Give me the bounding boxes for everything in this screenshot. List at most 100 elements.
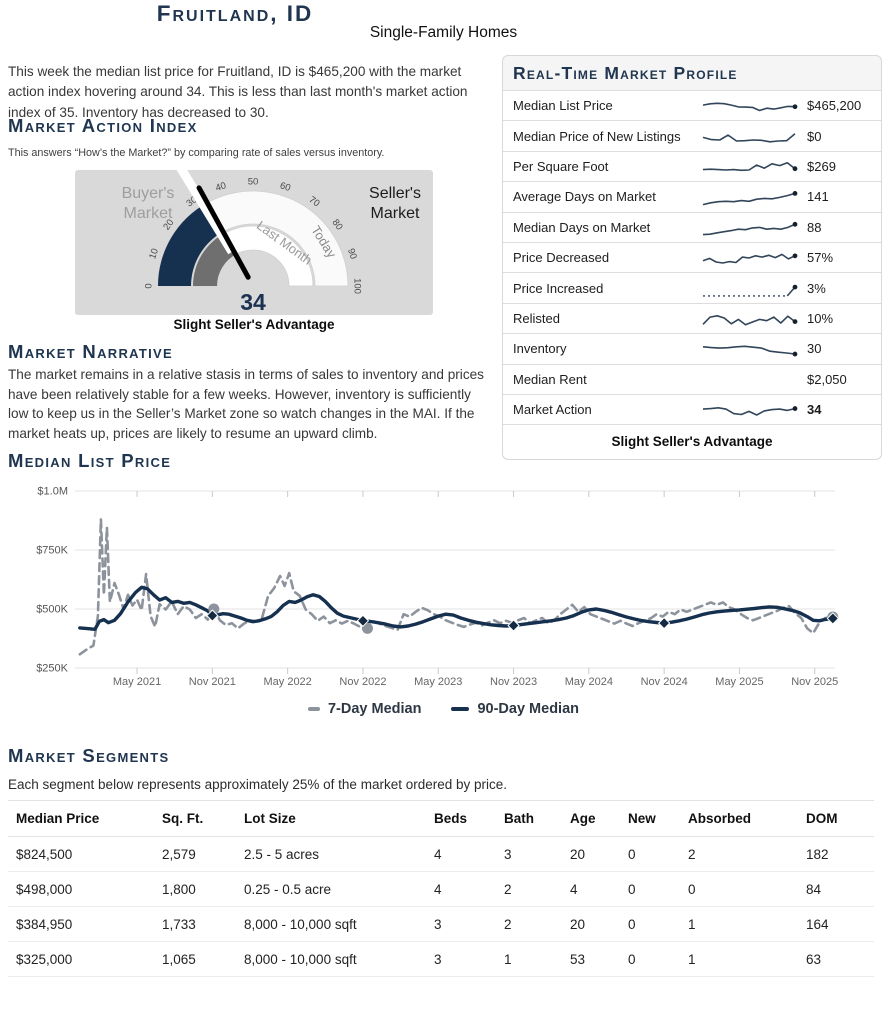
segments-cell: $498,000	[8, 871, 154, 907]
segments-column-header: Beds	[426, 800, 496, 837]
market-segments-heading: Market Segments	[8, 745, 170, 766]
profile-row-label: Price Increased	[513, 280, 604, 296]
median-list-price-heading: Median List Price	[8, 450, 172, 471]
profile-row: Market Action 34	[503, 395, 881, 426]
segments-cell: 0	[620, 941, 680, 977]
circle-marker	[361, 622, 373, 634]
profile-row-value: $0	[807, 128, 822, 144]
segments-cell: 2	[496, 871, 562, 907]
profile-row: Median Days on Market 88	[503, 213, 881, 243]
profile-row-value: 88	[807, 219, 822, 235]
diamond-marker	[657, 616, 671, 630]
sellers-market-label: Seller's Market	[369, 185, 421, 222]
gauge-tick-label: 40	[214, 180, 227, 194]
segments-cell: 4	[562, 871, 620, 907]
profile-row: Price Increased 3%	[503, 273, 881, 304]
profile-row-sparkline	[699, 214, 799, 240]
segments-cell: 0	[620, 836, 680, 872]
gauge-tick-label: 100	[351, 278, 362, 294]
profile-row-sparkline	[699, 336, 799, 362]
market-segments-table: Median Price Sq. Ft. Lot Size Beds Bath Age Ne…	[8, 800, 874, 977]
segments-cell: $824,500	[8, 836, 154, 872]
segments-column-header: Age	[562, 800, 620, 837]
segments-header-row: Median Price Sq. Ft. Lot Size Beds Bath Age Ne…	[8, 800, 874, 837]
profile-panel-title: Real-Time Market Profile	[513, 63, 738, 83]
segments-cell: 1,065	[154, 941, 236, 977]
segments-cell: 1	[680, 941, 798, 977]
market-action-index-caption: This answers “How’s the Market?” by comp…	[8, 147, 385, 159]
segments-cell: 0.25 - 0.5 acre	[236, 871, 426, 907]
gauge-tick-label: 80	[330, 217, 345, 232]
segments-table-body: $824,500 2,579 2.5 - 5 acres 4 3 20 0 2 182 $498,…	[8, 836, 874, 977]
segments-cell: 53	[562, 941, 620, 977]
segments-cell: 8,000 - 10,000 sqft	[236, 906, 426, 942]
profile-row: Relisted 10%	[503, 304, 881, 335]
profile-panel-footer: Slight Seller's Advantage	[503, 425, 881, 460]
legend-item: 90-Day Median	[451, 701, 579, 717]
profile-row-sparkline	[699, 123, 799, 149]
profile-row-value: $465,200	[807, 98, 862, 114]
gauge-tick-label: 70	[307, 194, 322, 209]
market-action-index-heading: Market Action Index	[8, 115, 198, 136]
profile-row-label: Average Days on Market	[513, 189, 656, 205]
y-axis-tick-label: $250K	[36, 663, 68, 675]
profile-rows: Median List Price $465,200 Median Price of…	[503, 90, 881, 426]
intro-paragraph: This week the median list price for Frui…	[8, 64, 468, 120]
profile-row-value: 3%	[807, 280, 826, 296]
profile-row-sparkline	[699, 153, 799, 179]
x-axis-tick-label: May 2021	[113, 676, 161, 688]
segments-cell: 0	[680, 871, 798, 907]
chart-legend: 7-Day Median 90-Day Median	[0, 701, 887, 717]
legend-label: 90-Day Median	[477, 701, 580, 717]
profile-row-label: Market Action	[513, 402, 592, 418]
gauge-tick-label: 10	[147, 247, 161, 260]
segments-row: $325,000 1,065 8,000 - 10,000 sqft 3 1 53 0 1 63	[8, 941, 874, 977]
segments-row: $824,500 2,579 2.5 - 5 acres 4 3 20 0 2 182	[8, 836, 874, 872]
gauge-tick-label: 0	[144, 283, 155, 288]
profile-row-label: Relisted	[513, 310, 560, 326]
median-list-price-chart: $1.0M $750K $500K $250K May 2021 Nov 2021 May …	[36, 486, 840, 688]
gauge-tick-label: 90	[345, 247, 359, 260]
segments-row: $384,950 1,733 8,000 - 10,000 sqft 3 2 20 0 1 16…	[8, 906, 874, 942]
profile-row-label: Median Price of New Listings	[513, 128, 681, 144]
segments-cell: 0	[620, 871, 680, 907]
y-axis-tick-label: $750K	[36, 545, 68, 557]
market-action-gauge: Last Month Today 0 10 20 30 40 50 60 70 80 90 100 Buy…	[75, 134, 433, 315]
segments-cell: $325,000	[8, 941, 154, 977]
legend-swatch	[307, 707, 320, 711]
segments-cell: 182	[798, 836, 874, 872]
segments-cell: 2	[496, 906, 562, 942]
x-axis-tick-label: Nov 2023	[490, 676, 537, 688]
segments-cell: 1,733	[154, 906, 236, 942]
x-axis-tick-label: Nov 2024	[641, 676, 688, 688]
profile-row: Median List Price $465,200	[503, 91, 881, 122]
market-segments-caption: Each segment below represents approximat…	[8, 777, 508, 792]
segments-cell: 164	[798, 906, 874, 942]
profile-row-label: Price Decreased	[513, 250, 610, 266]
profile-row-value: $269	[807, 158, 836, 174]
segments-cell: 20	[562, 906, 620, 942]
y-axis-tick-label: $1.0M	[37, 486, 68, 498]
segments-cell: 2	[680, 836, 798, 872]
segments-column-header: DOM	[798, 800, 874, 837]
segments-column-header: Absorbed	[680, 800, 798, 837]
x-axis-tick-label: May 2024	[565, 676, 613, 688]
profile-row-label: Median List Price	[513, 98, 613, 114]
segments-cell: $384,950	[8, 906, 154, 942]
profile-row-value: 34	[807, 402, 822, 418]
x-axis-tick-label: Nov 2022	[339, 676, 386, 688]
gauge-value: 34	[240, 289, 266, 315]
segments-column-header: New	[620, 800, 680, 837]
gauge-needle	[196, 185, 251, 280]
profile-row: Per Square Foot $269	[503, 152, 881, 183]
profile-row-label: Median Rent	[513, 371, 587, 387]
segments-cell: 3	[496, 836, 562, 872]
profile-row-value: 30	[807, 341, 822, 357]
segments-cell: 2.5 - 5 acres	[236, 836, 426, 872]
series-90-day-median	[78, 585, 835, 632]
segments-cell: 4	[426, 871, 496, 907]
segments-column-header: Lot Size	[236, 800, 426, 837]
segments-row: $498,000 1,800 0.25 - 0.5 acre 4 2 4 0 0 84	[8, 871, 874, 907]
series-7-day-median	[78, 517, 835, 656]
